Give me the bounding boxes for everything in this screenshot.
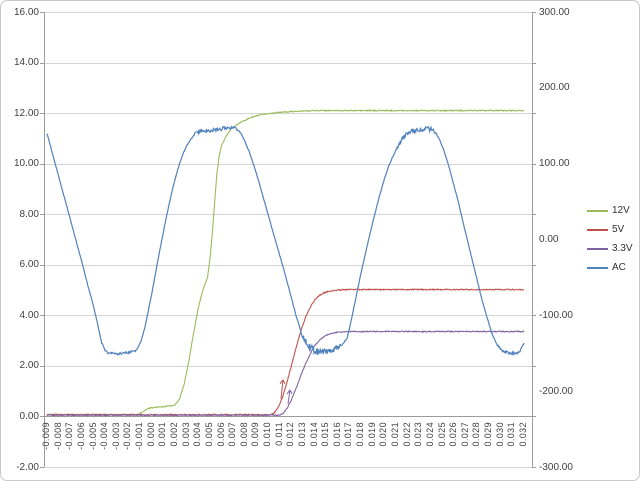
legend-swatch-icon <box>587 228 608 231</box>
series-3-3v <box>46 330 525 417</box>
y-axis-right-tick-label: 200.00 <box>539 82 570 94</box>
y-axis-left-tick-label: 6.00 <box>19 259 39 271</box>
x-axis-tick-label: 0.022 <box>401 422 412 447</box>
y-axis-right-tick-label: 0.00 <box>539 234 559 245</box>
x-axis-tick-label: 0.000 <box>145 422 156 447</box>
x-axis-tick-label: 0.029 <box>483 422 494 447</box>
legend-swatch-icon <box>587 209 608 212</box>
x-axis-tick-label: 0.020 <box>378 422 389 447</box>
x-axis-tick-label: -0.008 <box>52 422 63 450</box>
x-axis-tick-label: 0.023 <box>413 422 424 447</box>
x-axis-tick-label: 0.010 <box>262 422 273 447</box>
x-axis-tick-label: 0.032 <box>517 422 528 447</box>
legend-item-12v: 12V <box>587 205 633 216</box>
x-axis-tick-label: 0.006 <box>215 422 226 447</box>
legend-swatch-icon <box>587 247 608 250</box>
legend-item-5v: 5V <box>587 224 633 235</box>
y-axis-left-tick-label: 16.00 <box>13 6 39 18</box>
y-axis-right-tick-label: -300.00 <box>539 461 573 473</box>
y-axis-right-tick-label: 300.00 <box>539 6 570 18</box>
x-axis-tick-label: -0.006 <box>75 422 86 450</box>
x-axis-tick-label: 0.009 <box>250 422 261 447</box>
x-axis-tick-label: 0.014 <box>308 422 319 447</box>
x-axis-tick-label: 0.003 <box>180 422 191 447</box>
x-axis-tick-label: 0.012 <box>285 422 296 447</box>
x-axis-tick-label: 0.008 <box>238 422 249 447</box>
series-5v <box>46 288 525 417</box>
x-axis-tick-label: 0.026 <box>448 422 459 447</box>
x-axis-tick-label: 0.021 <box>390 422 401 447</box>
y-axis-right-tick-label: -100.00 <box>539 309 573 321</box>
x-axis-tick-label: 0.001 <box>157 422 168 447</box>
x-axis-tick-label: -0.003 <box>110 422 121 450</box>
legend-swatch-icon <box>587 266 608 269</box>
x-axis-tick-label: 0.004 <box>192 422 203 447</box>
y-axis-left-tick-label: 14.00 <box>13 57 39 69</box>
legend-label: 5V <box>612 224 625 235</box>
x-axis-tick-label: 0.017 <box>343 422 354 447</box>
legend-item-3-3v: 3.3V <box>587 243 633 254</box>
x-axis-tick-label: 0.019 <box>366 422 377 447</box>
x-axis-tick-label: 0.024 <box>424 422 435 447</box>
y-axis-left-tick-label: 8.00 <box>19 208 39 220</box>
x-axis-tick-label: -0.005 <box>87 422 98 450</box>
x-axis-tick-label: 0.030 <box>494 422 505 447</box>
x-axis-tick-label: -0.007 <box>64 422 75 450</box>
y-axis-right-tick-label: -200.00 <box>539 385 573 397</box>
x-axis-tick-label: 0.011 <box>273 422 284 446</box>
x-axis-tick-label: -0.001 <box>134 422 145 450</box>
y-axis-left-tick-label: 0.00 <box>19 410 39 422</box>
legend-label: AC <box>612 262 626 273</box>
x-axis-tick-label: -0.009 <box>41 422 51 450</box>
x-axis-tick-label: 0.028 <box>471 422 482 447</box>
x-axis-tick-label: 0.018 <box>355 422 366 447</box>
y-axis-left-tick-label: 10.00 <box>13 158 39 170</box>
series-ac <box>46 125 525 357</box>
x-axis-tick-label: 0.025 <box>436 422 447 447</box>
legend-item-ac: AC <box>587 262 633 273</box>
y-axis-right-tick-label: 100.00 <box>539 158 570 170</box>
legend-label: 12V <box>612 205 630 216</box>
x-axis-tick-label: 0.013 <box>296 422 307 447</box>
x-axis-tick-label: 0.007 <box>227 422 238 447</box>
legend: 12V 5V 3.3V AC <box>587 205 633 273</box>
x-axis-tick-label: 0.016 <box>331 422 342 447</box>
y-axis-left-tick-label: 12.00 <box>13 107 39 119</box>
x-axis-tick-label: -0.002 <box>122 422 133 450</box>
y-axis-left-tick-label: -2.00 <box>16 461 39 473</box>
x-axis-tick-label: 0.031 <box>506 422 517 447</box>
y-axis-left-tick-label: 2.00 <box>19 360 39 372</box>
x-axis-tick-label: -0.004 <box>99 422 110 450</box>
x-axis-tick-label: 0.027 <box>459 422 470 447</box>
series-12v <box>46 109 525 417</box>
y-axis-left-tick-label: 4.00 <box>19 309 39 321</box>
x-axis-tick-label: 0.005 <box>203 422 214 447</box>
legend-label: 3.3V <box>612 243 633 254</box>
x-axis-tick-label: 0.015 <box>320 422 331 447</box>
x-axis-tick-label: 0.002 <box>168 422 179 447</box>
